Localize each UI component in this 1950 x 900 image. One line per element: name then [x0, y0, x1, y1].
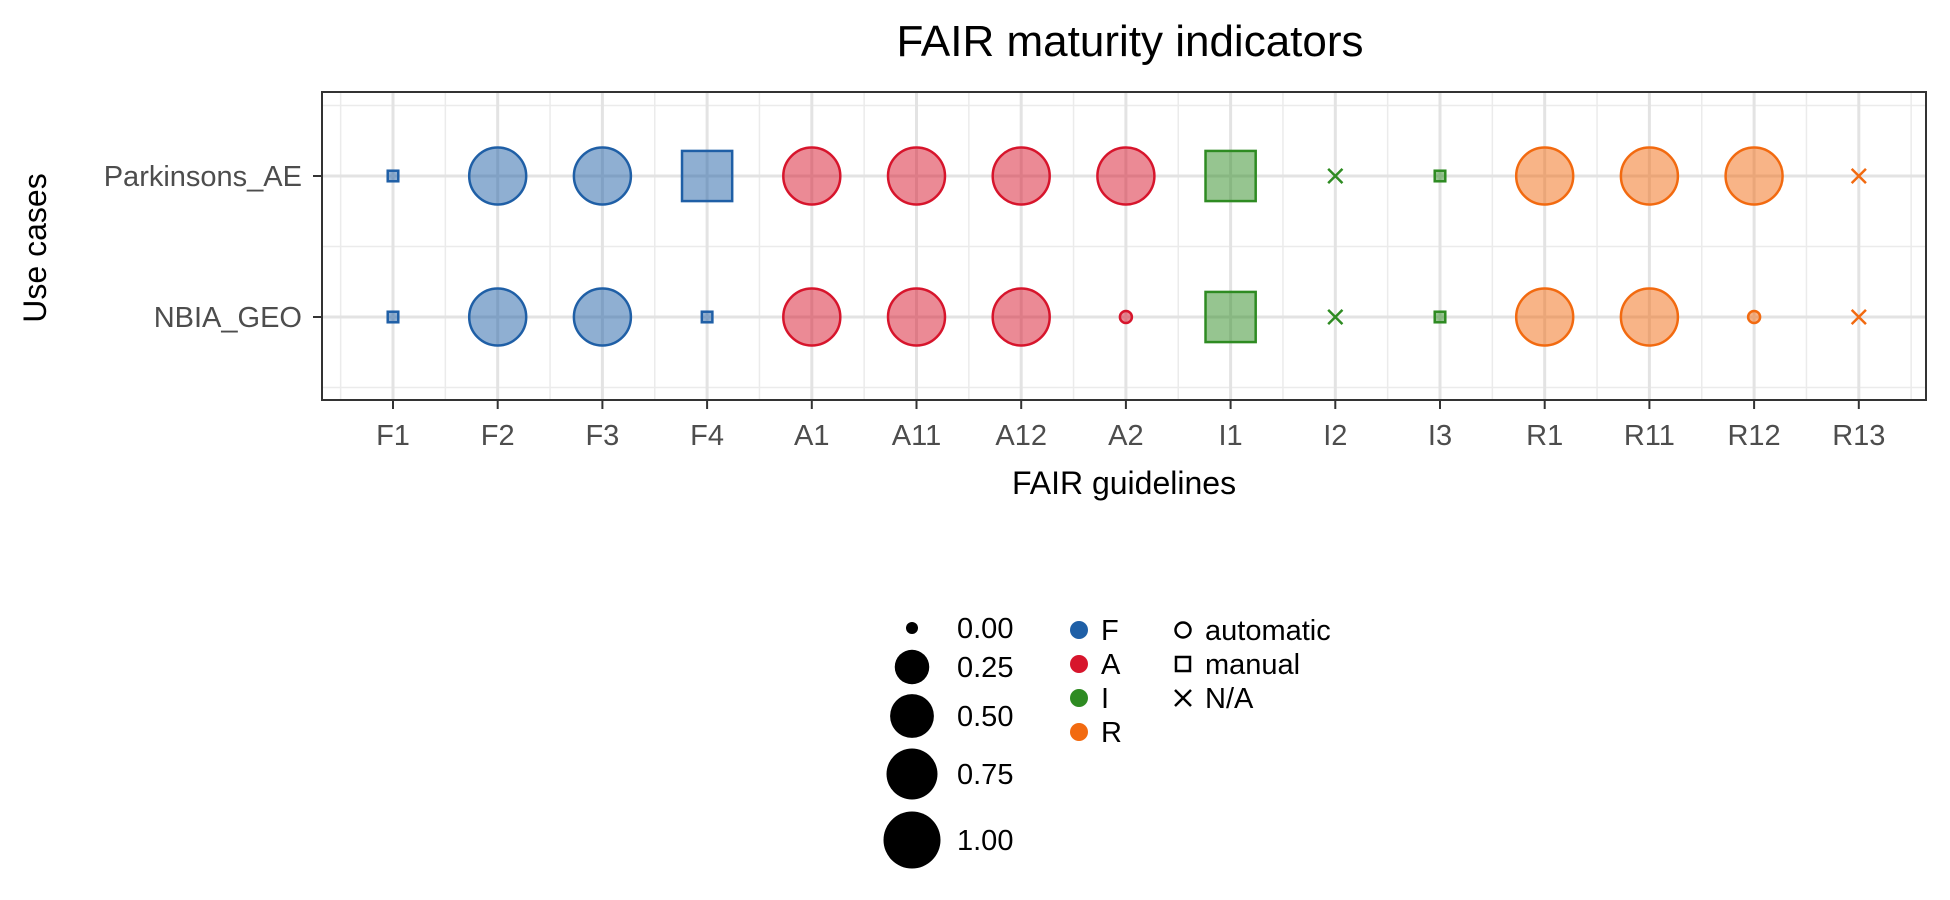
data-point: [1619, 146, 1680, 206]
data-point: [1514, 146, 1575, 206]
data-point: [1850, 308, 1867, 326]
x-tick-label: I2: [1323, 420, 1347, 452]
legend-color-key: [1070, 689, 1088, 707]
x-tick-label: F4: [690, 420, 724, 452]
data-point: [1850, 167, 1867, 185]
data-point: [700, 310, 714, 324]
data-point: [886, 146, 947, 206]
data-point: [782, 146, 842, 206]
data-point: [991, 146, 1051, 206]
y-axis-label: Use cases: [17, 173, 53, 322]
legend-size-key: [906, 622, 918, 634]
legend-size-key: [883, 811, 941, 869]
data-point: [1204, 149, 1257, 203]
x-tick-label: F3: [585, 420, 619, 452]
legend-size-label: 1.00: [957, 825, 1013, 857]
data-point: [1433, 310, 1447, 324]
legend-color-key: [1070, 723, 1088, 741]
legend-color-label: R: [1101, 717, 1122, 749]
data-point: [386, 310, 400, 324]
legend-shape-label: automatic: [1205, 615, 1331, 647]
data-point: [886, 287, 947, 347]
data-point: [1746, 309, 1762, 325]
x-tick-label: I3: [1428, 420, 1452, 452]
x-tick-label: R12: [1727, 420, 1780, 452]
legend-color-label: A: [1101, 649, 1121, 681]
data-point: [1724, 146, 1784, 206]
legend-size-label: 0.25: [957, 652, 1013, 684]
x-tick-label: A12: [995, 420, 1047, 452]
x-tick-label: A11: [892, 420, 941, 452]
plot-area: F1 F2 F3 F4 A1 A11 A12 A2 I1 I2 I3 R1 R11 R12 R13 Parki…: [104, 91, 1927, 452]
legend-size-label: 0.00: [957, 613, 1013, 645]
data-point: [1433, 169, 1447, 183]
data-point: [1327, 167, 1344, 185]
y-tick-label: NBIA_GEO: [154, 302, 302, 334]
legend-shape-label: N/A: [1205, 683, 1254, 715]
legend-shape-key: [1174, 689, 1192, 707]
legend-size-label: 0.50: [957, 701, 1013, 733]
legend-size-label: 0.75: [957, 759, 1013, 791]
data-point: [386, 169, 400, 183]
legend: 0.00 0.25 0.50 0.75 1.00 FAIRautomaticmanualN…: [883, 613, 1331, 869]
legend-color-key: [1070, 621, 1088, 639]
x-tick-label: R13: [1832, 420, 1885, 452]
x-axis-label: FAIR guidelines: [1012, 465, 1236, 501]
x-tick-label: A2: [1108, 420, 1143, 452]
data-point: [1118, 309, 1134, 325]
data-point: [1619, 287, 1680, 347]
legend-color-key: [1070, 655, 1088, 673]
data-point: [467, 146, 528, 206]
x-tick-label: F1: [376, 420, 410, 452]
data-point: [572, 146, 633, 206]
legend-shape-label: manual: [1205, 649, 1300, 681]
legend-color-label: I: [1101, 683, 1109, 715]
legend-shape-key: [1174, 655, 1192, 673]
data-point: [572, 287, 633, 347]
legend-size-key: [894, 649, 930, 685]
y-tick-label: Parkinsons_AE: [104, 161, 302, 193]
legend-size-key: [886, 748, 938, 800]
x-tick-label: R11: [1624, 420, 1675, 452]
data-point: [1514, 287, 1575, 347]
data-point: [467, 287, 528, 347]
data-point: [1096, 146, 1156, 206]
legend-color-label: F: [1101, 615, 1119, 647]
x-tick-label: R1: [1526, 420, 1563, 452]
legend-size-key: [890, 694, 934, 738]
data-point: [1327, 308, 1344, 326]
legend-shape-key: [1174, 621, 1192, 639]
data-point: [782, 287, 842, 347]
x-tick-label: F2: [481, 420, 515, 452]
data-point: [680, 149, 734, 203]
x-tick-label: I1: [1219, 420, 1243, 452]
data-point: [1204, 290, 1257, 344]
x-tick-label: A1: [794, 420, 829, 452]
plot-border: [321, 91, 1927, 401]
chart-title: FAIR maturity indicators: [896, 17, 1363, 66]
data-point: [991, 287, 1051, 347]
